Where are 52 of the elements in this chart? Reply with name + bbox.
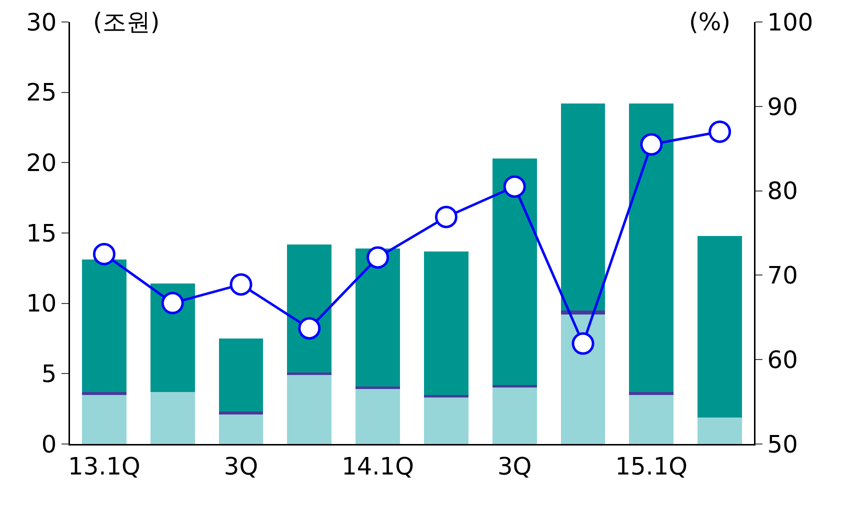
y2-tick-label: 60 — [767, 346, 798, 374]
y-tick-label: 30 — [26, 8, 57, 36]
y-axis-title: (조원) — [93, 8, 160, 36]
point — [92, 242, 116, 266]
x-tick-label: 3Q — [498, 452, 532, 480]
bar — [150, 392, 195, 444]
point — [640, 133, 663, 156]
bar — [218, 412, 264, 414]
bar — [698, 417, 742, 444]
y2-axis-title: (%) — [689, 8, 731, 36]
bar — [424, 251, 468, 395]
y2-tick-label: 100 — [767, 8, 814, 36]
bar — [492, 158, 537, 385]
x-tick-label: 3Q — [224, 452, 258, 480]
x-tick-label: 13.1Q — [68, 452, 140, 480]
point — [230, 273, 252, 296]
y-tick-label: 15 — [26, 219, 57, 248]
x-tick-label: 14.1Q — [342, 452, 414, 480]
bar — [629, 104, 674, 392]
bar — [218, 414, 264, 444]
bar — [287, 375, 332, 444]
bar — [82, 394, 126, 444]
point — [161, 292, 184, 314]
bar — [356, 389, 400, 444]
bar — [560, 314, 606, 444]
bar — [698, 236, 742, 418]
y2-tick-label: 70 — [767, 262, 798, 290]
bar — [492, 388, 537, 444]
bar — [82, 392, 126, 395]
point — [298, 317, 321, 340]
bar — [218, 338, 264, 412]
bar — [82, 260, 126, 392]
bar — [150, 284, 195, 392]
bar — [287, 244, 332, 372]
bar — [560, 104, 606, 310]
y-tick-label: 10 — [26, 290, 57, 318]
y2-tick-label: 90 — [767, 92, 798, 121]
bar — [424, 398, 468, 444]
point — [572, 332, 594, 355]
x-tick-label: 15.1Q — [615, 452, 688, 480]
bar — [356, 248, 400, 386]
y-tick-label: 0 — [41, 430, 57, 458]
y-tick-label: 25 — [26, 78, 57, 107]
point — [366, 246, 390, 269]
y-tick-label: 20 — [26, 149, 57, 178]
bar — [629, 392, 674, 395]
bar — [629, 394, 674, 444]
y2-tick-label: 50 — [767, 430, 798, 458]
point — [434, 206, 458, 228]
y2-tick-label: 80 — [767, 177, 798, 206]
y-tick-label: 5 — [41, 360, 57, 388]
point — [503, 175, 526, 198]
